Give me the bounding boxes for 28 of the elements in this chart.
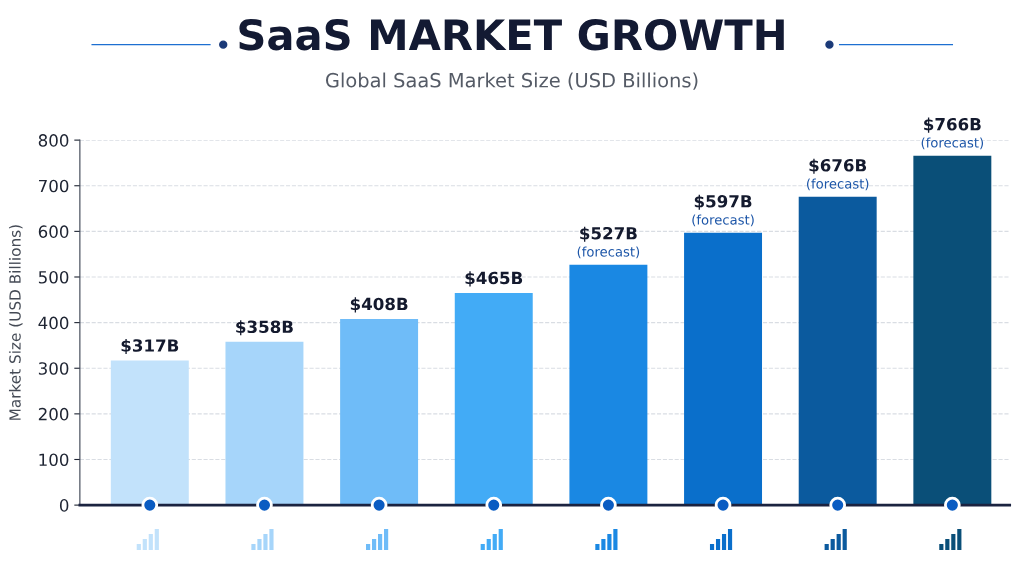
- y-tick-label: 500: [38, 270, 69, 284]
- chart-subtitle: Global SaaS Market Size (USD Billions): [325, 72, 698, 90]
- data-label: $676B (forecast): [807, 158, 869, 191]
- y-tick-label: 600: [38, 225, 69, 238]
- y-tick-label: 0: [59, 499, 69, 512]
- bar: [569, 264, 648, 506]
- y-tick-label: 800: [38, 134, 69, 147]
- y-tick-label: 700: [39, 179, 69, 193]
- bar: [454, 292, 533, 506]
- y-axis-title: Market Size (USD Billions): [8, 225, 23, 420]
- bar: [913, 155, 992, 506]
- bar: [684, 232, 763, 506]
- data-label: $597B (forecast): [692, 194, 754, 227]
- bar: [110, 360, 189, 506]
- bar: [225, 341, 304, 506]
- data-label: $766B (forecast): [921, 117, 984, 150]
- data-label: $408B: [350, 297, 408, 313]
- data-label: $527B (forecast): [577, 226, 640, 259]
- bar: [340, 318, 419, 506]
- data-label: $358B: [236, 320, 293, 336]
- y-tick-label: 400: [38, 316, 69, 330]
- bar: [798, 196, 877, 506]
- chart-title: SaaS MARKET GROWTH: [239, 18, 784, 51]
- y-tick-label: 300: [38, 362, 69, 375]
- data-label: $317B: [121, 338, 179, 354]
- data-label: $465B: [465, 271, 523, 287]
- y-tick-label: 200: [38, 407, 69, 421]
- y-tick-label: 100: [39, 453, 69, 467]
